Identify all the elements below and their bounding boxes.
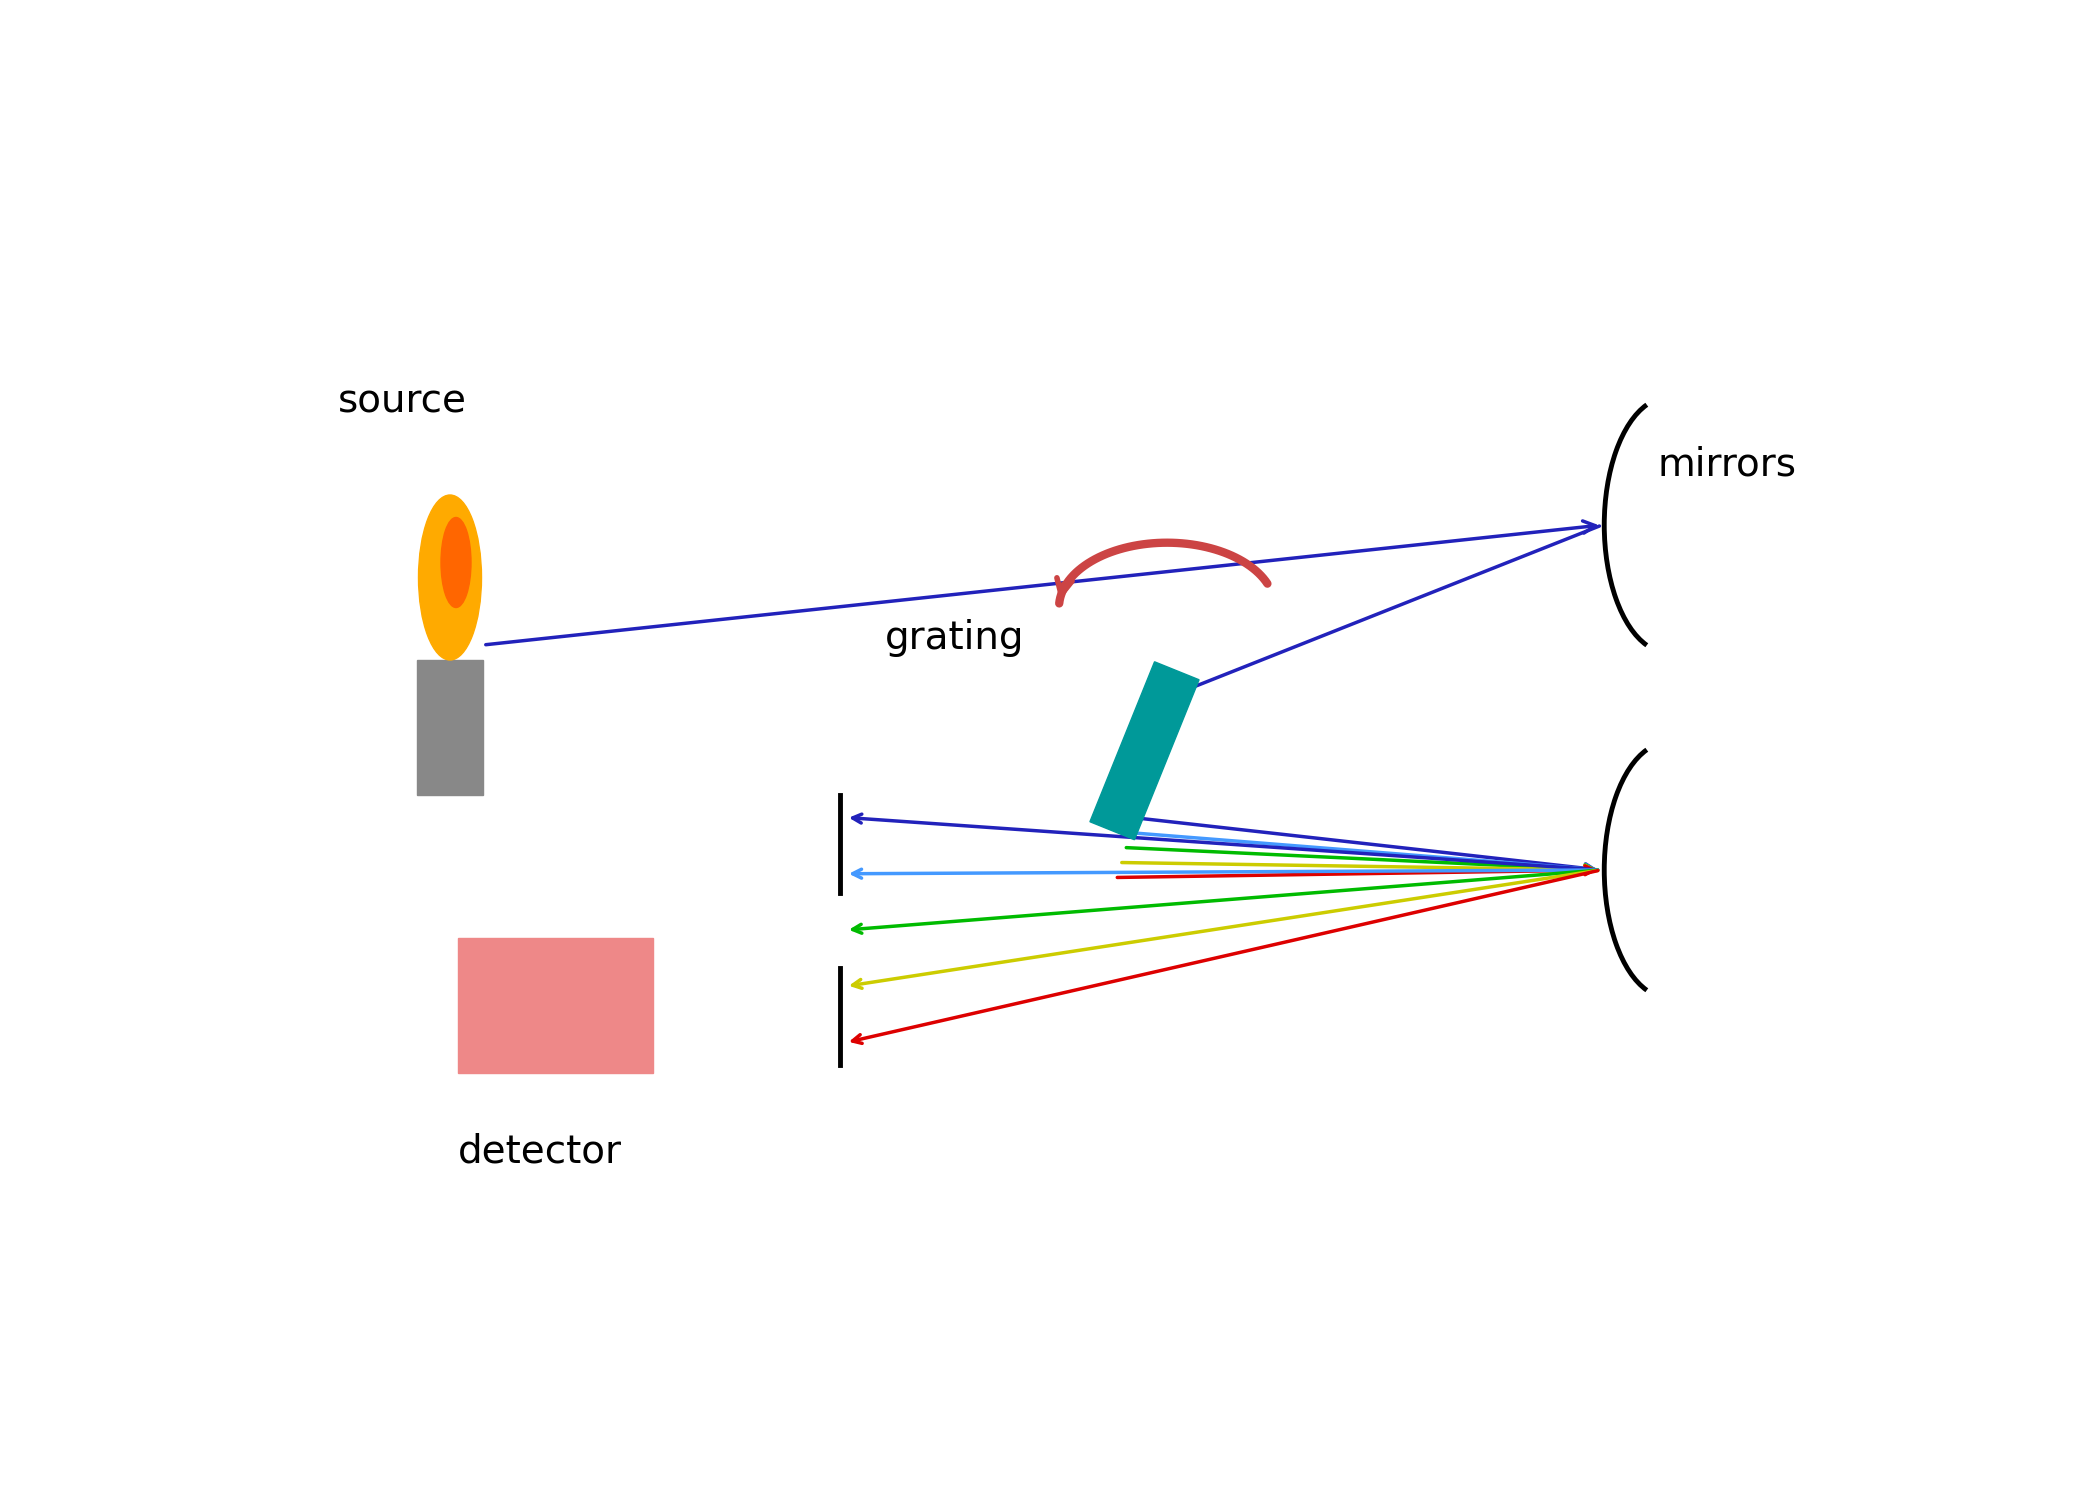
Ellipse shape: [441, 518, 470, 608]
Ellipse shape: [418, 495, 481, 660]
Bar: [418, 660, 483, 795]
Text: detector: detector: [458, 1132, 622, 1170]
Text: mirrors: mirrors: [1657, 446, 1796, 485]
Text: source: source: [338, 382, 466, 420]
Bar: [458, 938, 653, 1072]
Text: grating: grating: [884, 618, 1025, 657]
Bar: [1090, 662, 1199, 840]
